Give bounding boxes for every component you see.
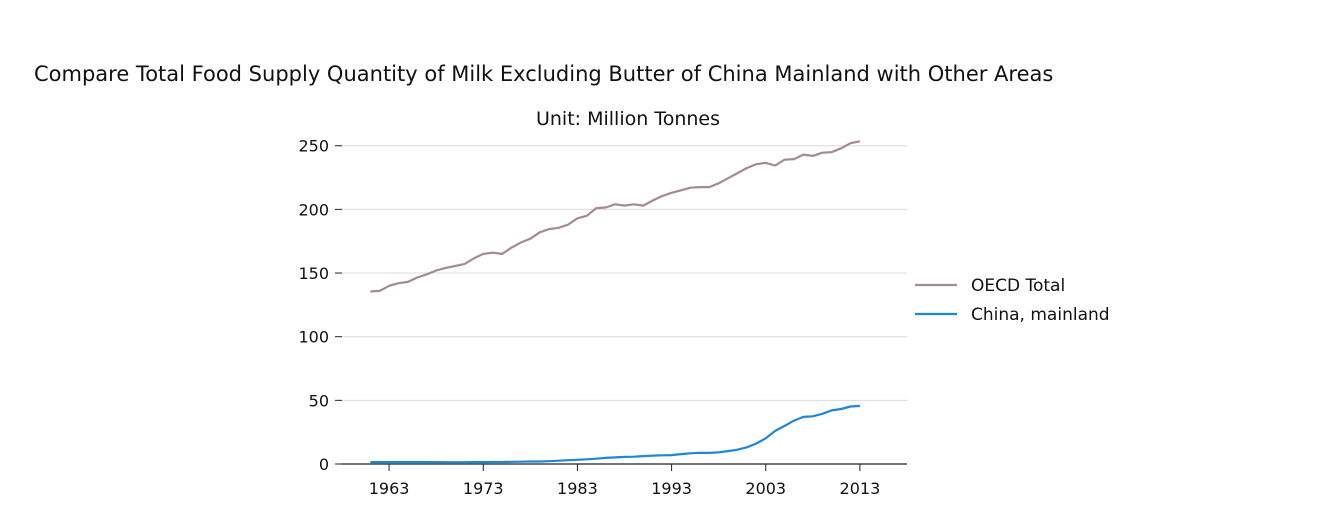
y-tick-label: 250 — [298, 137, 329, 156]
y-tick-label: 200 — [298, 200, 329, 219]
y-tick-label: 0 — [319, 455, 329, 474]
legend-label: China, mainland — [971, 305, 1110, 325]
grid-lines — [342, 145, 907, 401]
y-tick-label: 100 — [298, 328, 329, 347]
legend: OECD Total China, mainland — [915, 276, 1110, 325]
y-tick-label: 50 — [309, 391, 329, 410]
series-line-1 — [370, 404, 860, 464]
chart-subtitle: Unit: Million Tonnes — [535, 108, 720, 130]
series-lines — [370, 140, 861, 464]
y-axis: 0 50 100 150 200 250 — [298, 137, 342, 474]
x-tick-label: 2013 — [840, 479, 881, 498]
x-tick-label: 1983 — [557, 479, 598, 498]
legend-label: OECD Total — [971, 276, 1065, 296]
x-tick-label: 1973 — [463, 479, 504, 498]
chart-title: Compare Total Food Supply Quantity of Mi… — [34, 62, 1054, 86]
x-tick-label: 2003 — [745, 479, 786, 498]
x-tick-label: 1963 — [369, 479, 410, 498]
series-line-0 — [370, 140, 861, 293]
x-tick-label: 1993 — [651, 479, 692, 498]
y-tick-label: 150 — [298, 264, 329, 283]
x-axis: 1963 1973 1983 1993 2003 2013 — [342, 463, 907, 498]
